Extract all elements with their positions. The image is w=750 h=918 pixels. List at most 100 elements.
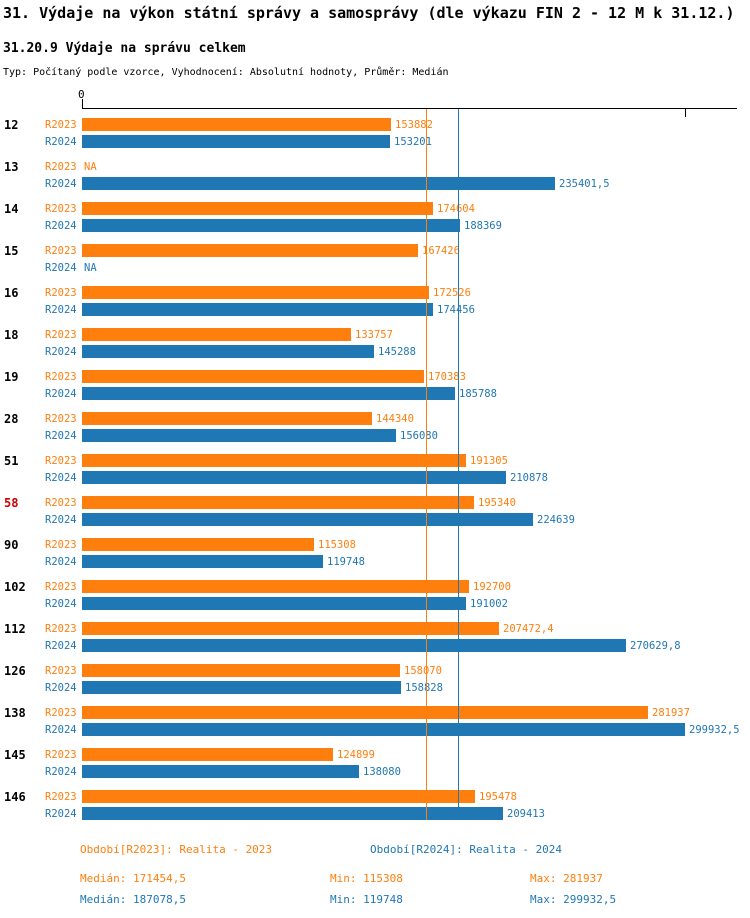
category-group: 13 R2023 NA R2024 235401,5 [0, 160, 750, 190]
bar-r2024 [82, 639, 626, 652]
category-group: 28 R2023 144340 R2024 156080 [0, 412, 750, 442]
bar-r2024 [82, 471, 506, 484]
series-label-r2023: R2023 [45, 161, 77, 173]
category-label: 146 [4, 790, 26, 804]
category-group: 146 R2023 195478 R2024 209413 [0, 790, 750, 820]
series-label-r2023: R2023 [45, 749, 77, 761]
category-group: 14 R2023 174604 R2024 188369 [0, 202, 750, 232]
legend-r2024: Období[R2024]: Realita - 2024 [370, 843, 563, 856]
bar-r2023 [82, 664, 400, 677]
value-label-r2023: 174604 [437, 203, 475, 215]
bar-r2023 [82, 370, 424, 383]
bar-row-r2023: R2023 195478 [0, 790, 750, 803]
value-label-r2023: 167426 [422, 245, 460, 257]
bar-row-r2024: R2024 158828 [0, 681, 750, 694]
meta-line: Typ: Počítaný podle vzorce, Vyhodnocení:… [3, 67, 449, 78]
category-label: 16 [4, 286, 19, 300]
series-label-r2024: R2024 [45, 640, 77, 652]
legend-r2023: Období[R2023]: Realita - 2023 [80, 843, 273, 856]
category-group: 51 R2023 191305 R2024 210878 [0, 454, 750, 484]
value-label-r2023: 133757 [355, 329, 393, 341]
na-label-r2024: NA [84, 262, 97, 274]
value-label-r2023: 281937 [652, 707, 690, 719]
category-label: 12 [4, 118, 19, 132]
x-axis-zero-label: 0 [78, 88, 85, 101]
bar-row-r2024: R2024 235401,5 [0, 177, 750, 190]
bar-r2024 [82, 681, 401, 694]
bar-r2023 [82, 118, 391, 131]
median-line-r2023 [426, 109, 427, 820]
value-label-r2023: 172526 [433, 287, 471, 299]
value-label-r2024: 158828 [405, 682, 443, 694]
series-label-r2024: R2024 [45, 514, 77, 526]
series-label-r2023: R2023 [45, 287, 77, 299]
median-line-r2024 [458, 109, 459, 820]
bar-row-r2024: R2024 174456 [0, 303, 750, 316]
category-label: 15 [4, 244, 19, 258]
value-label-r2023: 158070 [404, 665, 442, 677]
bar-r2023 [82, 538, 314, 551]
bar-r2023 [82, 748, 333, 761]
bar-row-r2023: R2023 NA [0, 160, 750, 173]
bar-row-r2024: R2024 156080 [0, 429, 750, 442]
bar-r2023 [82, 622, 499, 635]
series-label-r2023: R2023 [45, 455, 77, 467]
value-label-r2023: 191305 [470, 455, 508, 467]
bar-row-r2024: R2024 188369 [0, 219, 750, 232]
stat-median-r2023: Medián: 171454,5 [80, 872, 186, 885]
bar-row-r2023: R2023 133757 [0, 328, 750, 341]
bar-row-r2023: R2023 124899 [0, 748, 750, 761]
series-label-r2024: R2024 [45, 766, 77, 778]
stat-min-r2023: Min: 115308 [330, 872, 403, 885]
bar-r2024 [82, 177, 555, 190]
series-label-r2023: R2023 [45, 245, 77, 257]
category-label: 18 [4, 328, 19, 342]
bar-r2024 [82, 135, 390, 148]
value-label-r2023: 195340 [478, 497, 516, 509]
bar-r2023 [82, 202, 433, 215]
category-group: 19 R2023 170383 R2024 185788 [0, 370, 750, 400]
series-label-r2023: R2023 [45, 371, 77, 383]
value-label-r2024: 191002 [470, 598, 508, 610]
series-label-r2023: R2023 [45, 413, 77, 425]
series-label-r2023: R2023 [45, 791, 77, 803]
category-group: 58 R2023 195340 R2024 224639 [0, 496, 750, 526]
bar-r2024 [82, 765, 359, 778]
bar-row-r2024: R2024 145288 [0, 345, 750, 358]
value-label-r2024: 210878 [510, 472, 548, 484]
section-title: 31.20.9 Výdaje na správu celkem [3, 41, 246, 56]
series-label-r2023: R2023 [45, 539, 77, 551]
bar-row-r2024: R2024 299932,5 [0, 723, 750, 736]
bar-row-r2023: R2023 207472,4 [0, 622, 750, 635]
category-label: 58 [4, 496, 19, 510]
bar-r2023 [82, 580, 469, 593]
category-group: 102 R2023 192700 R2024 191002 [0, 580, 750, 610]
bar-r2024 [82, 597, 466, 610]
value-label-r2024: 174456 [437, 304, 475, 316]
bar-row-r2024: R2024 NA [0, 261, 750, 274]
bar-r2023 [82, 454, 466, 467]
series-label-r2024: R2024 [45, 136, 77, 148]
bar-chart: 0 12 R2023 153882 R2024 153201 13 R2023 NA R2024… [0, 88, 750, 830]
category-group: 112 R2023 207472,4 R2024 270629,8 [0, 622, 750, 652]
series-label-r2024: R2024 [45, 724, 77, 736]
category-label: 138 [4, 706, 26, 720]
bar-row-r2023: R2023 153882 [0, 118, 750, 131]
bar-row-r2023: R2023 167426 [0, 244, 750, 257]
bar-r2024 [82, 555, 323, 568]
category-group: 90 R2023 115308 R2024 119748 [0, 538, 750, 568]
series-label-r2024: R2024 [45, 346, 77, 358]
series-label-r2024: R2024 [45, 388, 77, 400]
value-label-r2024: 188369 [464, 220, 502, 232]
category-group: 16 R2023 172526 R2024 174456 [0, 286, 750, 316]
bar-row-r2023: R2023 174604 [0, 202, 750, 215]
bar-row-r2023: R2023 172526 [0, 286, 750, 299]
category-group: 12 R2023 153882 R2024 153201 [0, 118, 750, 148]
bar-row-r2024: R2024 119748 [0, 555, 750, 568]
x-axis-zero-tick [82, 99, 83, 109]
value-label-r2023: 195478 [479, 791, 517, 803]
series-label-r2024: R2024 [45, 178, 77, 190]
bar-row-r2024: R2024 153201 [0, 135, 750, 148]
category-label: 19 [4, 370, 19, 384]
